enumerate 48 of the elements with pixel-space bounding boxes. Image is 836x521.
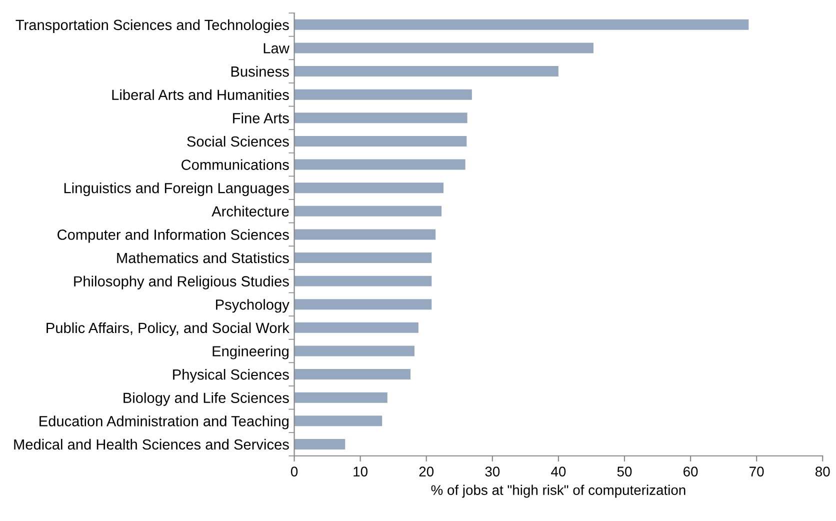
y-tick-label: Medical and Health Sciences and Services bbox=[14, 438, 289, 450]
x-tick-label: 30 bbox=[485, 466, 500, 476]
x-tick-label: 60 bbox=[684, 466, 698, 476]
bar bbox=[294, 392, 388, 403]
bar bbox=[294, 19, 749, 30]
y-tick-label: Mathematics and Statistics bbox=[117, 252, 289, 264]
x-tick-label: 10 bbox=[354, 466, 368, 476]
y-tick-label: Physical Sciences bbox=[173, 369, 289, 383]
y-tick-label: Architecture bbox=[212, 206, 289, 217]
bar bbox=[294, 66, 558, 77]
x-tick-label: 20 bbox=[419, 466, 434, 476]
bar bbox=[294, 182, 444, 194]
bar bbox=[294, 42, 594, 54]
y-tick-label: Engineering bbox=[212, 346, 288, 360]
y-tick-label: Education Administration and Teaching bbox=[40, 416, 288, 430]
bar bbox=[294, 322, 418, 333]
bar bbox=[294, 112, 468, 124]
y-tick-label: Liberal Arts and Humanities bbox=[112, 89, 289, 100]
y-tick-label: Public Affairs, Policy, and Social Work bbox=[46, 322, 290, 336]
x-tick-label: 0 bbox=[290, 466, 298, 476]
bar bbox=[294, 159, 466, 170]
y-tick-label: Social Sciences bbox=[187, 136, 289, 147]
y-tick-label: Law bbox=[264, 43, 290, 54]
x-tick-label: 40 bbox=[551, 466, 566, 476]
bar bbox=[294, 276, 432, 286]
y-tick-label: Fine Arts bbox=[233, 112, 289, 124]
bar bbox=[294, 206, 442, 216]
x-tick-label: 70 bbox=[750, 466, 764, 476]
bar bbox=[294, 229, 436, 240]
x-axis-title: % of jobs at "high risk" of computerization bbox=[431, 484, 686, 498]
y-tick-label: Business bbox=[231, 66, 289, 77]
y-tick-label: Philosophy and Religious Studies bbox=[74, 276, 289, 290]
bar bbox=[294, 346, 414, 356]
y-tick-label: Transportation Sciences and Technologies bbox=[16, 19, 289, 33]
bar bbox=[294, 89, 472, 100]
bar bbox=[294, 299, 432, 310]
bar bbox=[294, 438, 346, 450]
y-tick-label: Linguistics and Foreign Languages bbox=[64, 182, 289, 196]
y-tick-label: Biology and Life Sciences bbox=[124, 392, 289, 406]
x-tick-label: 80 bbox=[816, 466, 830, 476]
bar bbox=[294, 369, 411, 380]
y-tick-label: Computer and Information Sciences bbox=[58, 229, 289, 243]
x-tick-label: 50 bbox=[617, 466, 632, 476]
bar bbox=[294, 252, 432, 263]
y-tick-label: Communications bbox=[182, 159, 289, 170]
y-tick-label: Psychology bbox=[216, 299, 290, 313]
bar bbox=[294, 416, 382, 426]
bar bbox=[294, 136, 467, 146]
